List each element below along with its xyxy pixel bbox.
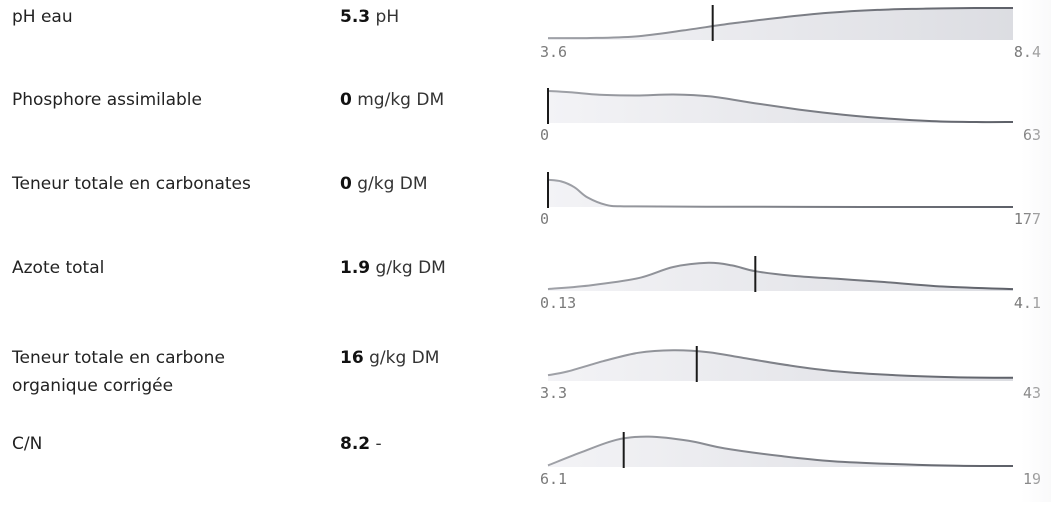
property-row: pH eau 5.3 pH 3.6 8.4: [0, 0, 1051, 80]
distribution-chart: 0 63: [540, 83, 1041, 153]
property-value: 0 g/kg DM: [340, 170, 520, 198]
value-number: 8.2: [340, 434, 370, 454]
value-number: 0: [340, 174, 352, 194]
value-number: 5.3: [340, 7, 370, 27]
density-area: [548, 437, 1013, 467]
value-number: 0: [340, 90, 352, 110]
distribution-chart: 6.1 19: [540, 427, 1041, 497]
value-unit: mg/kg DM: [357, 90, 444, 110]
density-line: [548, 180, 1013, 207]
axis-min-label: 6.1: [540, 470, 567, 488]
property-row: Phosphore assimilable 0 mg/kg DM 0 63: [0, 83, 1051, 163]
value-unit: pH: [376, 7, 400, 27]
value-unit: -: [376, 434, 382, 454]
property-label: Phosphore assimilable: [12, 86, 312, 114]
property-value: 5.3 pH: [340, 3, 520, 31]
axis-max-label: 43: [1023, 384, 1041, 402]
property-row: Teneur totale en carbone organique corri…: [0, 341, 1051, 421]
density-area: [548, 180, 1013, 207]
axis-min-label: 0: [540, 210, 549, 228]
property-label: Teneur totale en carbone organique corri…: [12, 344, 312, 400]
value-number: 16: [340, 348, 364, 368]
property-value: 16 g/kg DM: [340, 344, 520, 372]
axis-min-label: 0: [540, 126, 549, 144]
axis-min-label: 3.3: [540, 384, 567, 402]
property-row: Teneur totale en carbonates 0 g/kg DM 0 177: [0, 167, 1051, 247]
distribution-chart: 0.13 4.1: [540, 251, 1041, 321]
value-unit: g/kg DM: [369, 348, 439, 368]
density-area: [548, 8, 1013, 40]
axis-min-label: 0.13: [540, 294, 576, 312]
axis-max-label: 4.1: [1014, 294, 1041, 312]
value-unit: g/kg DM: [376, 258, 446, 278]
value-unit: g/kg DM: [357, 174, 427, 194]
distribution-chart: 0 177: [540, 167, 1041, 237]
axis-min-label: 3.6: [540, 43, 567, 61]
property-value: 8.2 -: [340, 430, 520, 458]
property-value: 0 mg/kg DM: [340, 86, 520, 114]
property-label: C/N: [12, 430, 312, 458]
axis-max-label: 19: [1023, 470, 1041, 488]
property-row: Azote total 1.9 g/kg DM 0.13 4.1: [0, 251, 1051, 331]
property-row: C/N 8.2 - 6.1 19: [0, 427, 1051, 507]
property-value: 1.9 g/kg DM: [340, 254, 520, 282]
axis-max-label: 63: [1023, 126, 1041, 144]
property-label: Teneur totale en carbonates: [12, 170, 312, 198]
distribution-chart: 3.3 43: [540, 341, 1041, 411]
axis-max-label: 177: [1014, 210, 1041, 228]
distribution-chart: 3.6 8.4: [540, 0, 1041, 70]
property-label: Azote total: [12, 254, 312, 282]
value-number: 1.9: [340, 258, 370, 278]
property-label: pH eau: [12, 3, 312, 31]
axis-max-label: 8.4: [1014, 43, 1041, 61]
